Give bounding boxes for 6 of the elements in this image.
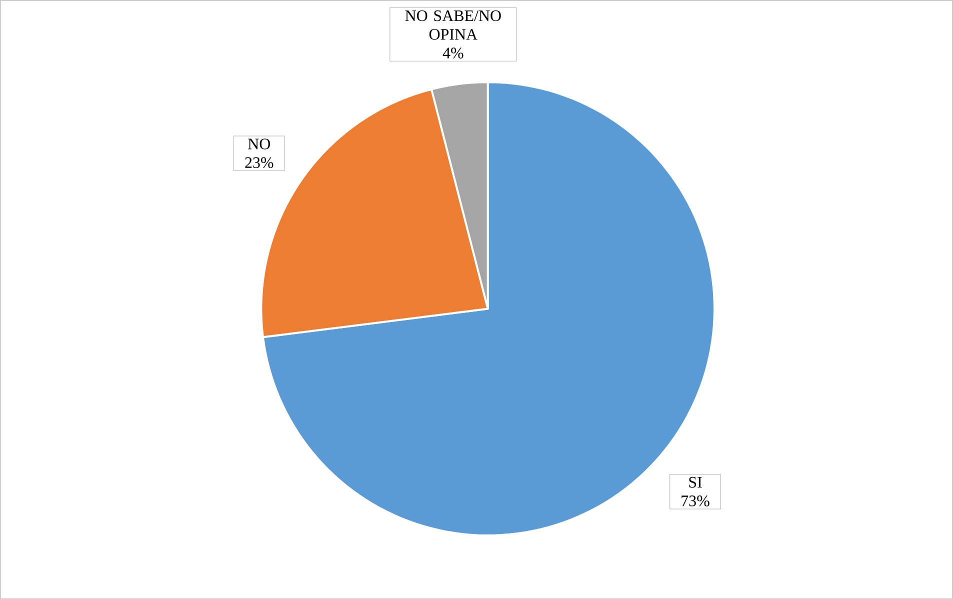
- slice-label: SI: [689, 476, 702, 488]
- slice-label: NO: [248, 138, 270, 150]
- data-label: 73%: [682, 495, 710, 506]
- slice-label: NO SABE/NO OPINA: [405, 10, 501, 40]
- data-label: 23%: [245, 157, 274, 168]
- data-label: 4%: [442, 47, 464, 58]
